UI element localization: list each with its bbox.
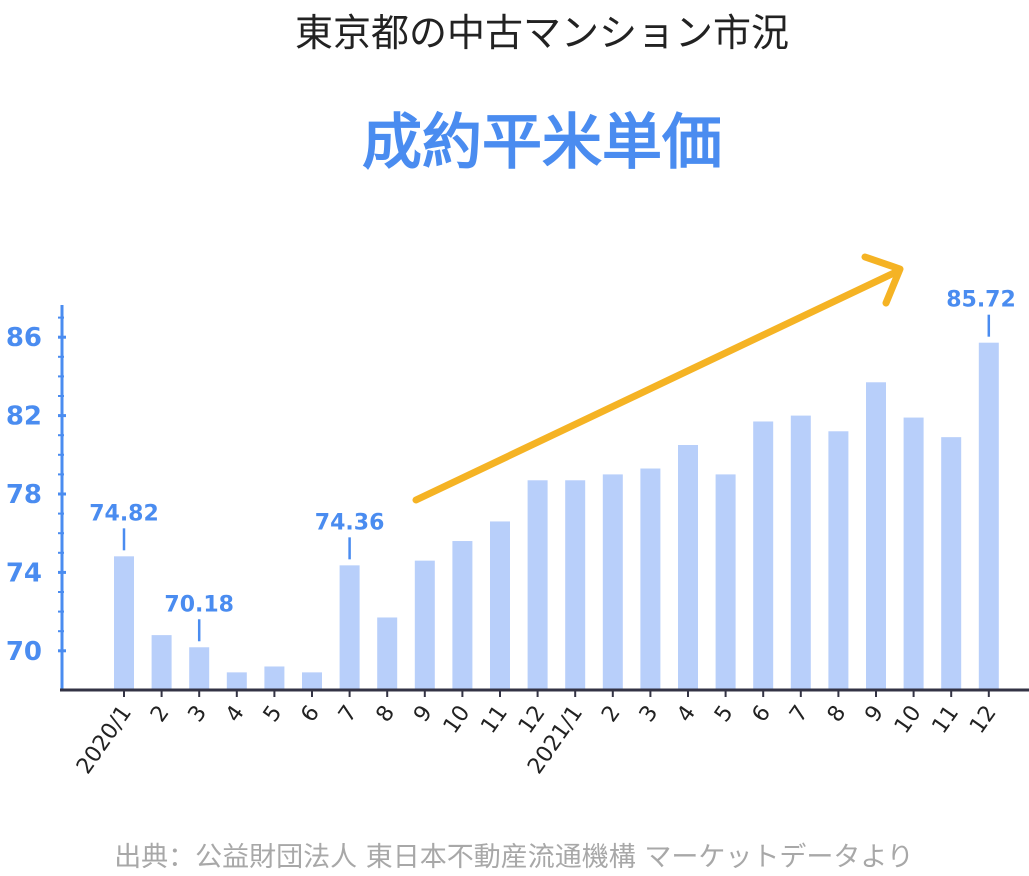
- bar: [640, 468, 661, 690]
- bar: [151, 635, 172, 690]
- x-tick-label: 5: [710, 701, 739, 727]
- y-tick-label: 82: [6, 402, 42, 432]
- x-tick-label: 3: [184, 701, 213, 727]
- y-tick-label: 86: [6, 323, 42, 353]
- trend-arrow-shaft: [412, 268, 900, 504]
- x-tick-label: 4: [672, 701, 701, 727]
- chart-subtitle: 東京都の中古マンション市況: [295, 11, 789, 55]
- x-tick-label: 11: [928, 701, 965, 738]
- bar: [452, 541, 473, 690]
- data-label: 70.18: [164, 592, 234, 617]
- bar: [866, 382, 886, 690]
- bar: [490, 521, 510, 690]
- bar: [302, 672, 322, 690]
- bar: [414, 560, 435, 690]
- x-tick-label: 3: [635, 701, 664, 727]
- x-tick-label: 6: [748, 701, 777, 727]
- x-tick-label: 5: [259, 701, 288, 727]
- bar: [565, 480, 586, 690]
- bar: [678, 445, 698, 690]
- data-label: 74.36: [315, 510, 385, 535]
- bar: [377, 617, 398, 690]
- bar: [602, 474, 623, 690]
- x-tick-label: 7: [334, 701, 363, 727]
- y-tick-label: 70: [6, 637, 42, 667]
- data-label: 74.82: [89, 501, 159, 526]
- data-label: 85.72: [946, 288, 1016, 313]
- x-tick-label: 8: [823, 701, 852, 727]
- bar: [189, 647, 210, 690]
- bar: [715, 474, 736, 690]
- bar: [790, 415, 811, 690]
- trend-arrow-head: [861, 253, 904, 307]
- bar: [941, 437, 962, 690]
- x-tick-label: 11: [476, 701, 513, 738]
- x-tick-label: 9: [860, 701, 889, 727]
- x-tick-label: 12: [965, 701, 1002, 738]
- bar: [114, 556, 134, 690]
- bar: [264, 666, 285, 690]
- x-tick-label: 8: [372, 701, 401, 727]
- x-tick-label: 4: [221, 701, 250, 727]
- y-tick-label: 78: [6, 480, 42, 510]
- bar-series: [114, 342, 999, 690]
- data-labels: 74.82 70.18 74.36 85.72: [89, 288, 1016, 642]
- source-note: 出典：公益財団法人 東日本不動産流通機構 マーケットデータより: [114, 842, 914, 873]
- chart-title: 成約平米単価: [362, 108, 722, 178]
- x-tick-label: 10: [439, 701, 476, 738]
- bar: [753, 421, 774, 690]
- bar: [339, 565, 360, 690]
- x-tick-label: 2: [597, 701, 626, 727]
- bar: [978, 342, 999, 690]
- bar: [903, 417, 924, 690]
- x-tick-label: 7: [785, 701, 814, 727]
- x-tick-label: 2: [146, 701, 175, 727]
- x-tick-label: 6: [296, 701, 325, 727]
- bar: [527, 480, 548, 690]
- x-tick-label: 10: [890, 701, 927, 738]
- trend-arrow: [412, 253, 904, 504]
- x-tick-label: 2020/1: [72, 701, 137, 779]
- bar: [828, 431, 849, 690]
- x-tick-label: 9: [409, 701, 438, 727]
- y-tick-label: 74: [6, 558, 42, 588]
- y-axis: 70 74 78 82 86: [6, 305, 66, 690]
- bar: [226, 672, 247, 690]
